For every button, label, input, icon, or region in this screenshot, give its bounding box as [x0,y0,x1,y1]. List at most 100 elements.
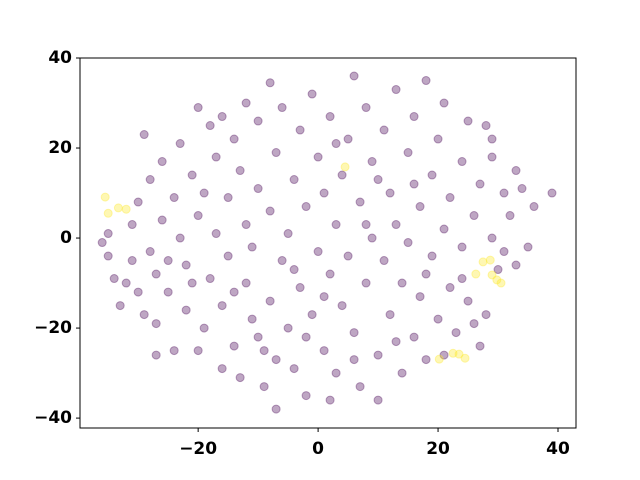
point [361,220,371,230]
point [163,287,173,297]
point [361,103,371,113]
point [235,373,245,383]
point [385,188,395,198]
point [181,305,191,315]
point [121,278,131,288]
point [247,314,257,324]
x-tick-label: −20 [179,439,217,459]
point [265,206,275,216]
y-tick-label: −40 [34,408,72,428]
point [485,255,495,265]
point [253,184,263,194]
point [217,112,227,122]
point [301,332,311,342]
point [415,202,425,212]
point [271,355,281,365]
point [217,301,227,311]
plot-frame [79,57,577,429]
point [460,353,470,363]
point [241,98,251,108]
point [379,125,389,135]
point [361,278,371,288]
point [211,152,221,162]
point [373,395,383,405]
point [421,76,431,86]
point [529,202,539,212]
point [169,346,179,356]
point [307,89,317,99]
point [439,224,449,234]
point [277,103,287,113]
point [235,166,245,176]
point [100,192,110,202]
point [499,188,509,198]
point [547,188,557,198]
point [391,337,401,347]
point [151,350,161,360]
point [103,229,113,239]
point [457,157,467,167]
point [127,220,137,230]
point [331,139,341,149]
point [427,251,437,261]
point [340,162,350,172]
point [199,188,209,198]
point [471,269,481,279]
point [349,328,359,338]
point [145,247,155,257]
point [223,251,233,261]
point [259,346,269,356]
point [448,348,458,358]
point [223,193,233,203]
y-tick-label: 20 [48,138,72,158]
point [373,350,383,360]
point [325,395,335,405]
point [103,251,113,261]
point [355,382,365,392]
point [313,247,323,257]
point [445,193,455,203]
point [301,391,311,401]
point [139,130,149,140]
point [487,134,497,144]
point [163,256,173,266]
point [193,103,203,113]
point [157,215,167,225]
point [469,211,479,221]
point [391,220,401,230]
x-tick-label: 20 [426,439,450,459]
point [259,382,269,392]
point [478,257,488,267]
point [409,179,419,189]
point [229,134,239,144]
point [492,275,502,285]
point [331,368,341,378]
point [133,197,143,207]
point [103,208,113,218]
point [113,203,123,213]
point [421,269,431,279]
point [271,404,281,414]
point [319,292,329,302]
point [349,71,359,81]
point [325,112,335,122]
point [427,170,437,180]
point [289,265,299,275]
point [283,229,293,239]
point [496,278,506,288]
point [181,260,191,270]
point [481,310,491,320]
point [451,328,461,338]
point [295,283,305,293]
point [277,256,287,266]
point [229,287,239,297]
point [421,355,431,365]
point [127,256,137,266]
point [409,112,419,122]
point [475,341,485,351]
point [301,202,311,212]
point [439,98,449,108]
point [193,346,203,356]
